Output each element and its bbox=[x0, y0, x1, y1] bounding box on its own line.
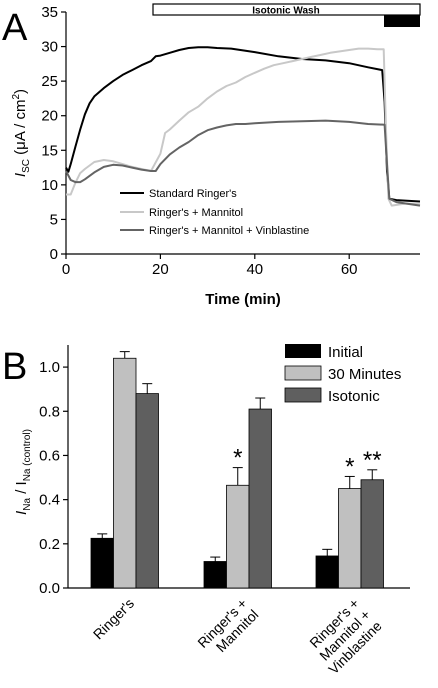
panel-b-y-tick-label: 0.6 bbox=[39, 447, 60, 464]
bar-isotonic-1 bbox=[248, 408, 272, 589]
bar-isotonic-2 bbox=[360, 479, 384, 589]
legend-swatch-initial bbox=[285, 344, 321, 358]
panel-b-bars: * * ** bbox=[90, 351, 384, 589]
significance-marker: ** bbox=[363, 447, 382, 474]
bar-30-minutes-0 bbox=[113, 357, 137, 589]
panel-a-y-ticks: 0 5 10 15 20 25 30 35 bbox=[41, 4, 66, 263]
category-label-line: Ringer's bbox=[90, 595, 137, 642]
panel-b-y-tick-label: 0.4 bbox=[39, 492, 60, 509]
category-label-1: Ringer's +Mannitol bbox=[194, 595, 261, 655]
series-line-standard bbox=[65, 46, 421, 203]
panel-b-y-tick-label: 1.0 bbox=[39, 359, 60, 376]
panel-a-y-tick-label: 15 bbox=[41, 142, 58, 159]
panel-a-y-tick-label: 10 bbox=[41, 177, 58, 194]
panel-a-y-tick-label: 0 bbox=[50, 246, 58, 263]
bar-30-minutes-2 bbox=[338, 488, 362, 589]
panel-a-y-label: ISC (μA / cm2) bbox=[11, 89, 32, 177]
panel-a-legend: Standard Ringer's Ringer's + Mannitol Ri… bbox=[120, 188, 309, 237]
panel-a-y-label-sub: SC bbox=[21, 159, 32, 173]
panel-a-x-tick-label: 60 bbox=[341, 261, 358, 278]
panel-b-y-tick-label: 0.2 bbox=[39, 536, 60, 553]
isotonic-wash-label: Isotonic Wash bbox=[252, 6, 319, 17]
panel-a-y-tick-label: 35 bbox=[41, 4, 58, 21]
panel-a-y-label-sup: 2 bbox=[11, 94, 22, 100]
category-label-2: Ringer's +Mannitol +Vinblastine bbox=[306, 595, 385, 677]
legend-label-vinblastine: Ringer's + Mannitol + Vinblastine bbox=[149, 225, 309, 237]
legend-label-mannitol: Ringer's + Mannitol bbox=[149, 207, 243, 219]
legend-label-30-minutes: 30 Minutes bbox=[328, 366, 401, 383]
panel-b-legend: Initial 30 Minutes Isotonic bbox=[284, 344, 401, 405]
panel-a-y-tick-label: 30 bbox=[41, 39, 58, 56]
isotonic-wash-black-segment bbox=[384, 15, 420, 27]
isotonic-wash-box bbox=[152, 3, 421, 16]
panel-a-y-label-close: ) bbox=[12, 89, 29, 94]
bar-initial-0 bbox=[90, 537, 114, 589]
panel-b-y-ticks: 0.0 0.2 0.4 0.6 0.8 1.0 bbox=[39, 359, 68, 597]
panel-b-y-tick-label: 0.8 bbox=[39, 403, 60, 420]
bar-30-minutes-1 bbox=[226, 484, 250, 589]
series-line-mannitol bbox=[66, 47, 421, 207]
legend-label-isotonic: Isotonic bbox=[328, 388, 380, 405]
significance-marker: * bbox=[233, 445, 242, 472]
category-label-0: Ringer's bbox=[90, 595, 137, 642]
panel-b-letter: B bbox=[2, 346, 27, 388]
panel-a-y-label-main: I bbox=[12, 173, 29, 177]
panel-b-y-label-slash: / I bbox=[13, 481, 30, 498]
panel-b-y-label-sub: Na bbox=[22, 498, 33, 511]
panel-a-x-label: Time (min) bbox=[205, 291, 281, 308]
significance-marker: * bbox=[345, 453, 354, 480]
panel-a-y-label-unit: (μA / cm bbox=[12, 100, 29, 159]
panel-a-y-tick-label: 25 bbox=[41, 73, 58, 90]
series-line-vinblastine bbox=[65, 119, 421, 207]
panel-a-letter: A bbox=[2, 7, 28, 49]
panel-a-x-tick-label: 40 bbox=[246, 261, 263, 278]
legend-swatch-isotonic bbox=[284, 387, 322, 403]
legend-label-standard: Standard Ringer's bbox=[149, 188, 237, 200]
panel-a-series-lines bbox=[65, 46, 421, 207]
panel-a-x-tick-label: 0 bbox=[62, 261, 70, 278]
bar-isotonic-0 bbox=[135, 393, 159, 589]
panel-a-x-tick-label: 20 bbox=[152, 261, 169, 278]
panel-b-y-tick-label: 0.0 bbox=[39, 580, 60, 597]
bar-initial-1 bbox=[203, 561, 227, 589]
panel-a-y-tick-label: 20 bbox=[41, 108, 58, 125]
bar-initial-2 bbox=[315, 555, 339, 589]
panel-b-y-label-sub2: Na (control) bbox=[22, 429, 33, 481]
legend-swatch-30-minutes bbox=[284, 365, 322, 381]
panel-b-y-label: INa / INa (control) bbox=[13, 429, 33, 515]
panel-a: A Isotonic Wash 0 5 10 15 20 25 30 35 0 20 40 60 I… bbox=[2, 3, 421, 308]
panel-a-x-ticks: 0 20 40 60 bbox=[62, 254, 358, 278]
legend-label-initial: Initial bbox=[328, 344, 363, 361]
panel-b: B 0.0 0.2 0.4 0.6 0.8 1.0 INa / INa (control)… bbox=[2, 344, 410, 677]
panel-a-y-tick-label: 5 bbox=[50, 211, 58, 228]
panel-b-y-label-main: I bbox=[13, 511, 30, 515]
panel-b-category-labels: Ringer's Ringer's +Mannitol Ringer's +Mann… bbox=[90, 595, 385, 677]
